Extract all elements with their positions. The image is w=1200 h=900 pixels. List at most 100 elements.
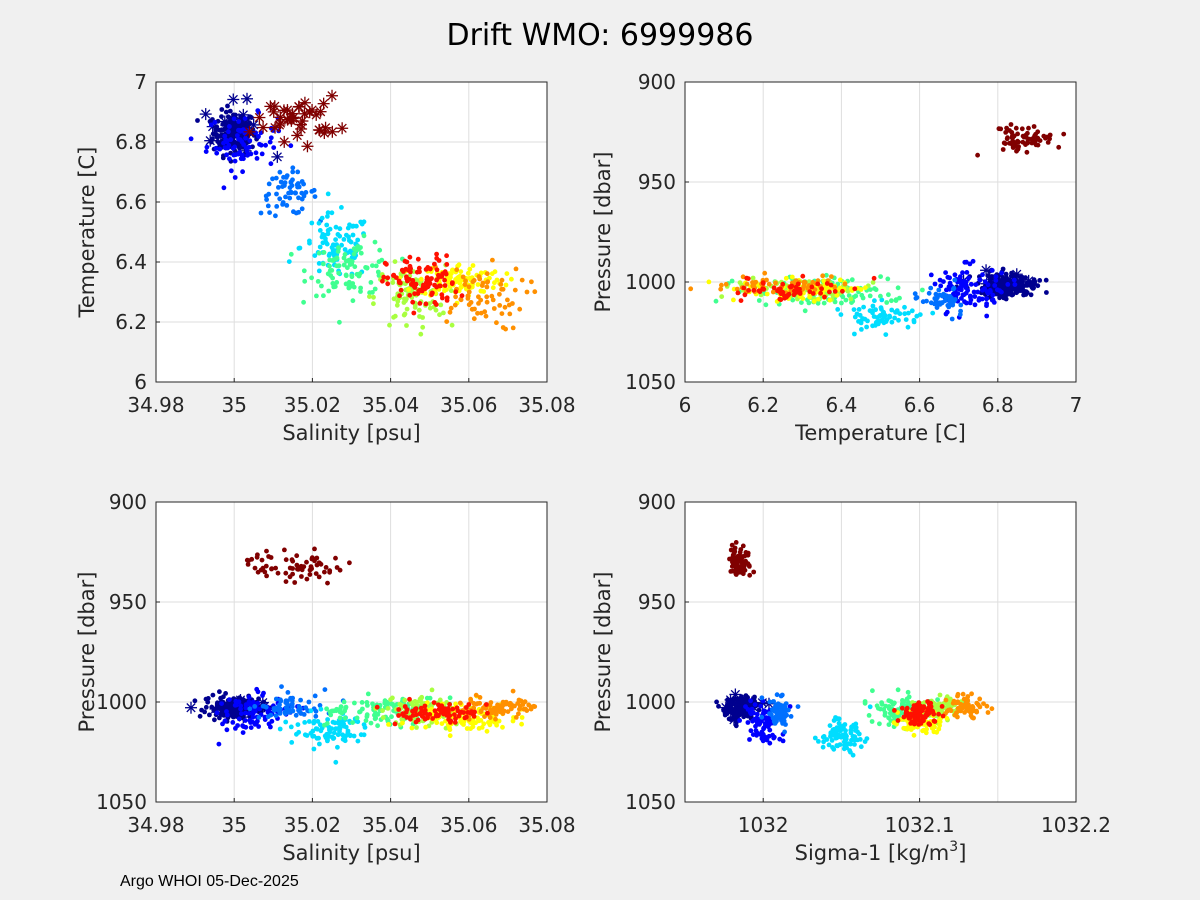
data-point <box>749 710 754 716</box>
data-point <box>1003 296 1009 302</box>
data-point <box>774 692 780 698</box>
data-point <box>188 136 194 142</box>
data-point <box>447 309 453 315</box>
data-point <box>834 725 840 730</box>
data-point <box>251 709 256 714</box>
data-point <box>763 709 769 715</box>
data-point <box>843 736 849 742</box>
data-point <box>363 718 369 723</box>
data-point <box>299 574 304 579</box>
data-point <box>945 303 951 308</box>
data-point <box>321 250 327 255</box>
data-point-star <box>313 123 326 136</box>
data-point <box>834 292 840 298</box>
data-point <box>738 298 744 303</box>
data-point <box>225 114 231 120</box>
data-point <box>895 718 901 723</box>
data-point <box>499 277 505 283</box>
data-point <box>336 270 342 276</box>
data-point <box>854 311 860 317</box>
data-point <box>955 691 961 697</box>
data-point <box>384 716 390 722</box>
data-point <box>431 700 437 705</box>
data-point <box>237 137 243 143</box>
data-point <box>839 727 844 732</box>
data-point <box>337 706 343 712</box>
data-point <box>843 297 849 303</box>
data-point <box>232 702 238 708</box>
data-point <box>999 289 1004 295</box>
data-point <box>819 286 824 292</box>
data-point <box>427 305 433 311</box>
plot-area <box>156 502 547 802</box>
data-point <box>993 278 999 283</box>
data-point-star <box>218 115 231 128</box>
data-point <box>350 298 356 304</box>
data-point <box>231 152 237 158</box>
data-point <box>263 142 268 148</box>
data-point <box>971 289 977 295</box>
data-point <box>495 706 500 712</box>
data-point <box>824 281 830 286</box>
data-point <box>989 268 995 273</box>
data-point <box>517 306 523 312</box>
data-point <box>1011 277 1017 283</box>
data-point <box>219 701 225 706</box>
data-point <box>293 712 299 718</box>
data-point <box>202 709 208 715</box>
data-point <box>838 734 844 740</box>
data-point <box>364 265 370 271</box>
data-point <box>732 545 738 551</box>
data-point <box>252 704 258 709</box>
data-point <box>262 569 268 575</box>
data-point <box>242 116 248 121</box>
data-point-star <box>281 104 294 117</box>
data-point <box>979 296 985 302</box>
data-point <box>244 557 250 563</box>
data-point <box>283 711 288 717</box>
data-point <box>785 293 790 298</box>
data-point <box>857 737 863 742</box>
data-point <box>952 272 958 278</box>
data-point <box>220 155 226 161</box>
data-point <box>285 698 290 704</box>
data-point <box>318 561 324 567</box>
data-point <box>892 708 897 713</box>
data-point <box>750 718 755 724</box>
data-point <box>1001 140 1007 146</box>
data-point <box>482 714 487 719</box>
data-point <box>745 707 751 712</box>
data-point <box>358 245 363 250</box>
data-point <box>476 274 482 279</box>
data-point <box>909 719 915 725</box>
data-point <box>855 729 860 735</box>
data-point <box>309 275 314 281</box>
data-point <box>911 317 917 323</box>
data-point <box>259 557 265 563</box>
data-point <box>286 259 292 264</box>
data-point <box>371 294 376 300</box>
data-point <box>343 706 348 711</box>
data-point <box>892 315 897 321</box>
data-point <box>312 558 317 564</box>
data-point <box>241 724 246 729</box>
data-point <box>260 703 266 709</box>
data-point <box>453 277 458 282</box>
data-point <box>478 270 484 276</box>
data-point <box>974 709 980 715</box>
data-point <box>332 720 338 726</box>
data-point <box>861 304 866 310</box>
data-point <box>246 694 252 700</box>
data-point <box>476 726 482 731</box>
data-point <box>1020 139 1026 145</box>
data-point-star <box>326 89 339 102</box>
data-point <box>339 205 344 210</box>
data-point <box>1000 147 1006 152</box>
data-point <box>820 744 826 750</box>
data-point <box>730 557 736 563</box>
data-point <box>337 726 343 731</box>
data-point <box>313 571 319 576</box>
data-point <box>256 715 262 720</box>
data-point <box>905 689 911 695</box>
y-tick-label: 900 <box>638 490 676 514</box>
